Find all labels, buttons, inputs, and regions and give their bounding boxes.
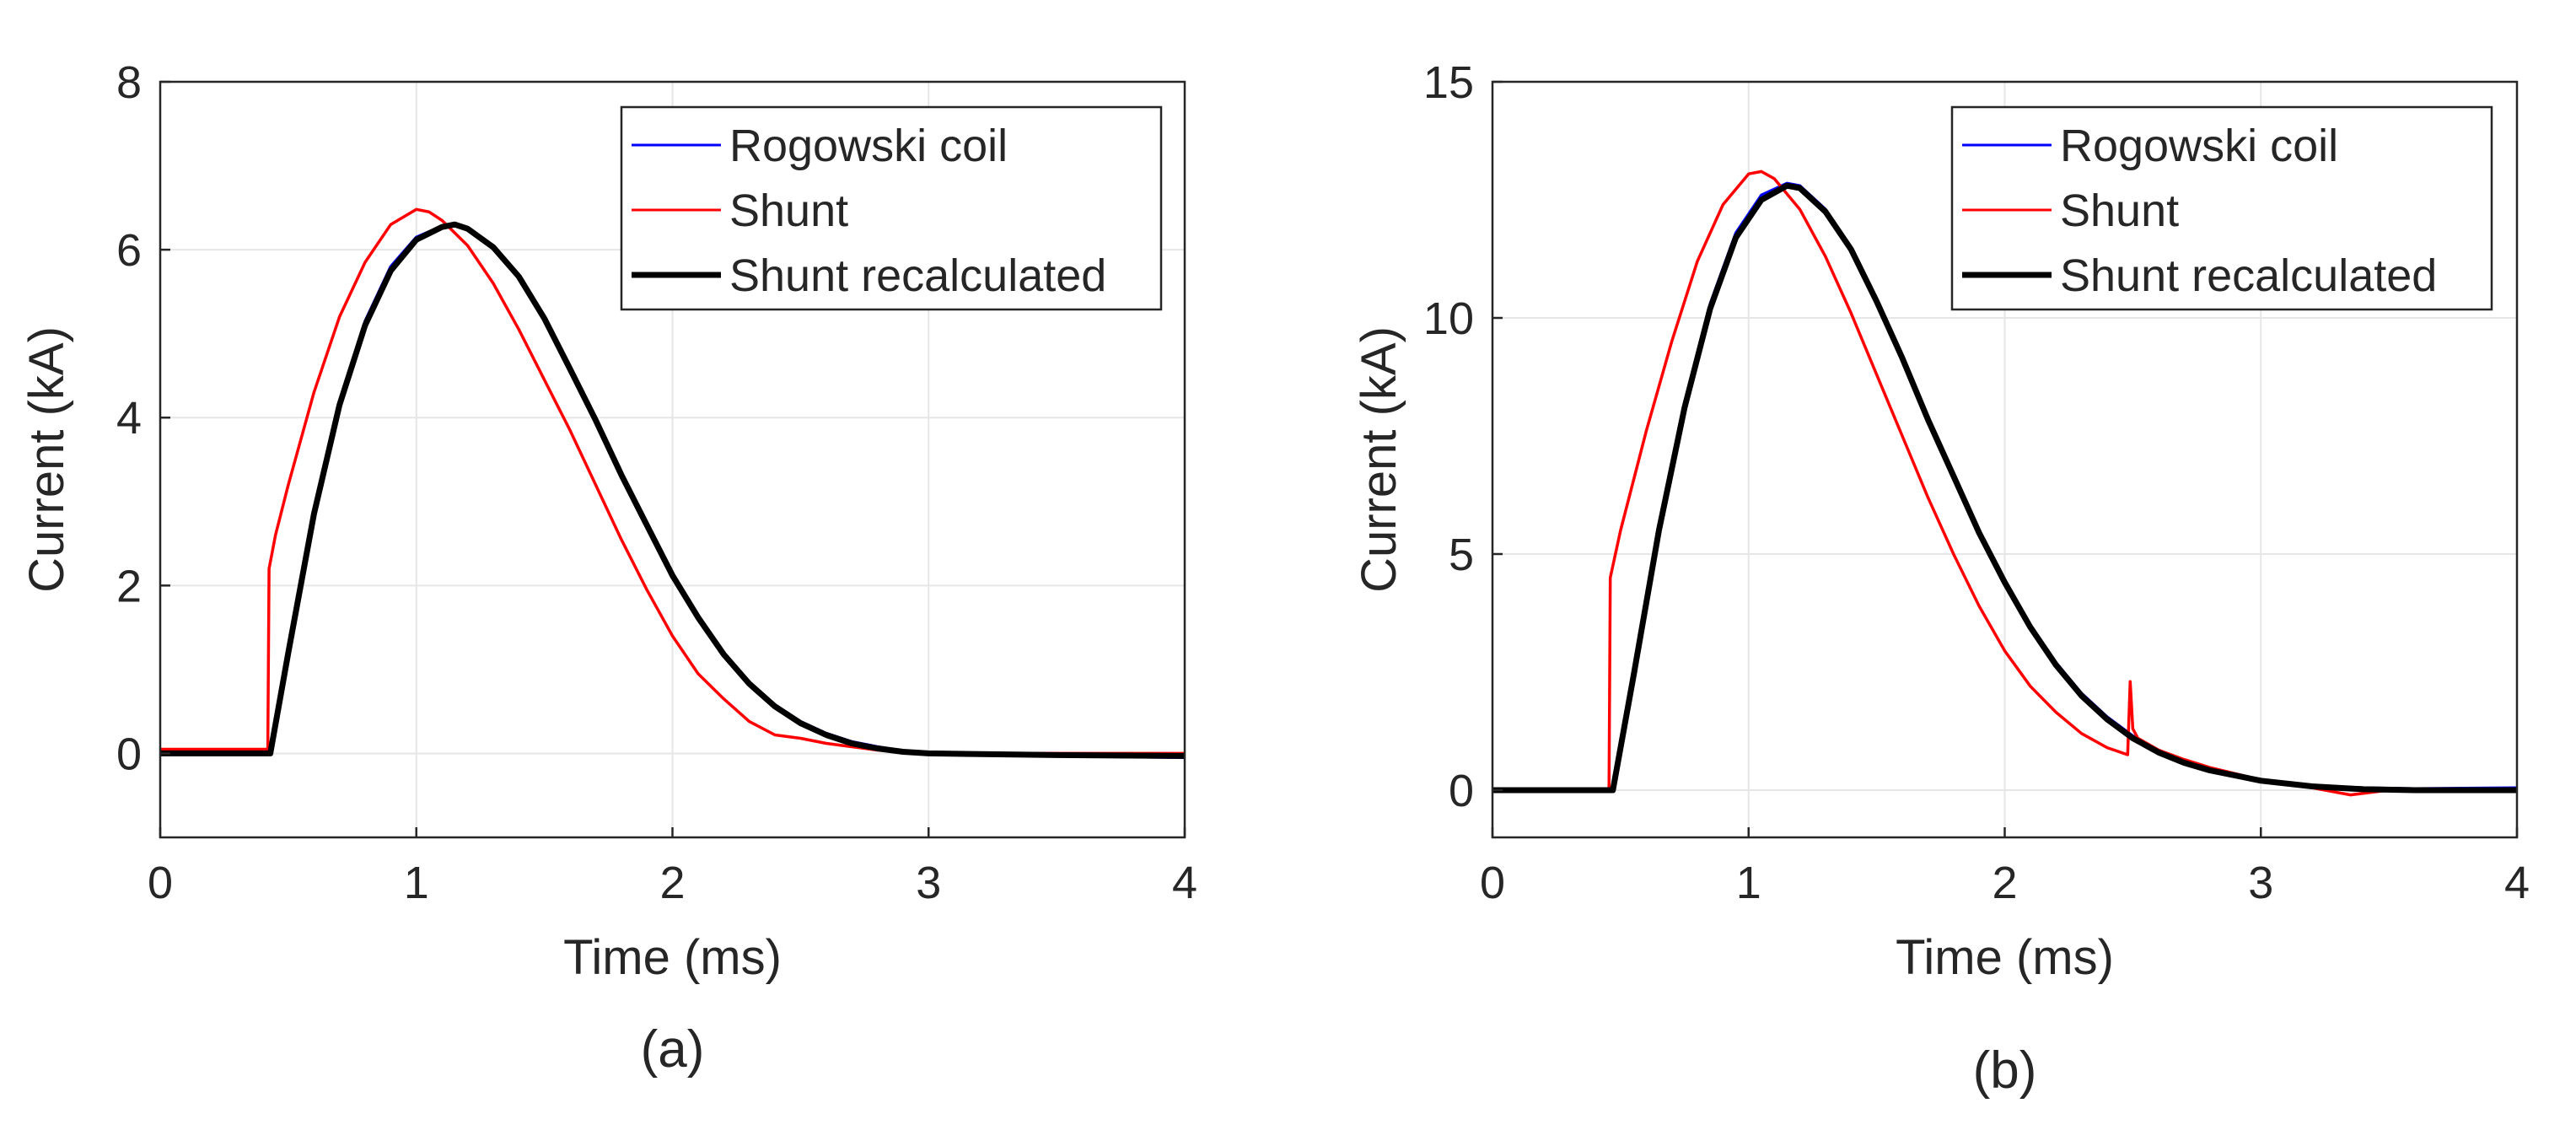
chart-panel-a: 0 1 2 3 4 0 2 4 6 8 Time (ms) Current (kA) (a) Rogows… [19, 57, 1197, 1079]
legend-label-shunt-recalculated: Shunt recalculated [2060, 250, 2437, 301]
chart-panel-b: 0 1 2 3 4 0 5 10 15 Time (ms) Current (kA) (b) Rogow… [1352, 57, 2530, 1100]
series-group [160, 207, 1185, 760]
x-tick-label: 2 [1992, 858, 2017, 908]
series-line-shunt-recalculated [1492, 182, 2517, 794]
y-tick-label: 5 [1449, 530, 1474, 580]
x-tick-label: 1 [1736, 858, 1761, 908]
y-tick-label: 0 [1449, 766, 1474, 816]
y-tick-label: 0 [116, 729, 142, 779]
series-line-shunt-recalculated [160, 221, 1185, 759]
x-tick-label: 0 [148, 858, 173, 908]
x-axis-label: Time (ms) [1896, 930, 2114, 985]
legend-label-shunt: Shunt [729, 186, 848, 236]
y-tick-label: 8 [116, 57, 142, 108]
series-line-shunt [1492, 170, 2517, 797]
x-tick-label: 4 [2504, 858, 2530, 908]
x-axis-label: Time (ms) [563, 930, 782, 985]
legend-label-shunt: Shunt [2060, 186, 2179, 236]
legend-label-rogowski-coil: Rogowski coil [729, 121, 1008, 171]
panel-label: (a) [641, 1020, 705, 1079]
x-tick-label: 1 [404, 858, 429, 908]
y-axis-label: Current (kA) [19, 326, 74, 593]
y-tick-label: 2 [116, 561, 142, 611]
legend-label-shunt-recalculated: Shunt recalculated [729, 250, 1106, 301]
y-tick-label: 6 [116, 225, 142, 276]
y-tick-label: 15 [1423, 57, 1474, 108]
x-tick-label: 2 [659, 858, 685, 908]
series-line-shunt [160, 207, 1185, 756]
legend: Rogowski coil Shunt Shunt recalculated [1950, 105, 2493, 311]
legend: Rogowski coil Shunt Shunt recalculated [620, 105, 1163, 311]
y-tick-label: 4 [116, 393, 142, 444]
x-tick-label: 3 [916, 858, 941, 908]
y-tick-label: 10 [1423, 293, 1474, 344]
legend-label-rogowski-coil: Rogowski coil [2060, 121, 2338, 171]
y-axis-label: Current (kA) [1352, 326, 1406, 593]
x-tick-label: 4 [1172, 858, 1197, 908]
x-tick-label: 0 [1480, 858, 1505, 908]
x-tick-label: 3 [2248, 858, 2273, 908]
series-group [1492, 170, 2517, 797]
panel-label: (b) [1973, 1041, 2037, 1100]
